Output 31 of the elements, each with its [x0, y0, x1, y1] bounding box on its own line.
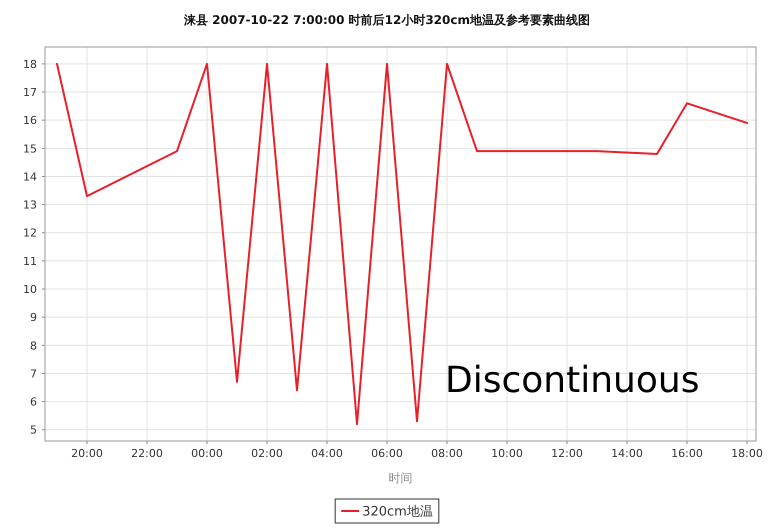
y-tick-label: 7 — [30, 367, 37, 380]
x-tick-label: 22:00 — [131, 447, 163, 460]
annotation: Discontinuous — [445, 360, 700, 401]
x-tick-label: 16:00 — [671, 447, 703, 460]
y-tick-label: 10 — [23, 283, 37, 296]
x-tick-label: 04:00 — [311, 447, 343, 460]
legend-label: 320cm地温 — [362, 504, 433, 520]
y-tick-label: 14 — [23, 170, 37, 184]
y-tick-label: 16 — [23, 114, 37, 128]
x-tick-label: 00:00 — [191, 447, 223, 460]
y-tick-label: 8 — [30, 339, 37, 352]
y-tick-label: 5 — [30, 424, 37, 437]
x-tick-label: 12:00 — [551, 447, 583, 460]
x-tick-label: 18:00 — [731, 447, 763, 460]
x-axis-title: 时间 — [388, 471, 412, 485]
x-tick-label: 14:00 — [611, 447, 643, 460]
x-tick-label: 06:00 — [371, 447, 403, 460]
y-tick-label: 11 — [23, 254, 37, 268]
chart-title: 涞县 2007-10-22 7:00:00 时前后12小时320cm地温及参考要素曲线图 — [182, 13, 590, 27]
x-tick-label: 02:00 — [251, 447, 283, 460]
x-tick-label: 20:00 — [71, 447, 103, 460]
x-tick-label: 10:00 — [491, 447, 523, 460]
y-tick-label: 18 — [23, 58, 37, 71]
y-tick-label: 9 — [30, 311, 37, 324]
y-tick-label: 12 — [23, 226, 37, 240]
line-series — [56, 62, 748, 426]
y-tick-label: 6 — [30, 396, 37, 409]
y-tick-label: 15 — [23, 142, 37, 156]
x-tick-label: 08:00 — [431, 447, 463, 460]
y-tick-label: 13 — [23, 198, 37, 212]
y-tick-label: 17 — [23, 86, 37, 100]
